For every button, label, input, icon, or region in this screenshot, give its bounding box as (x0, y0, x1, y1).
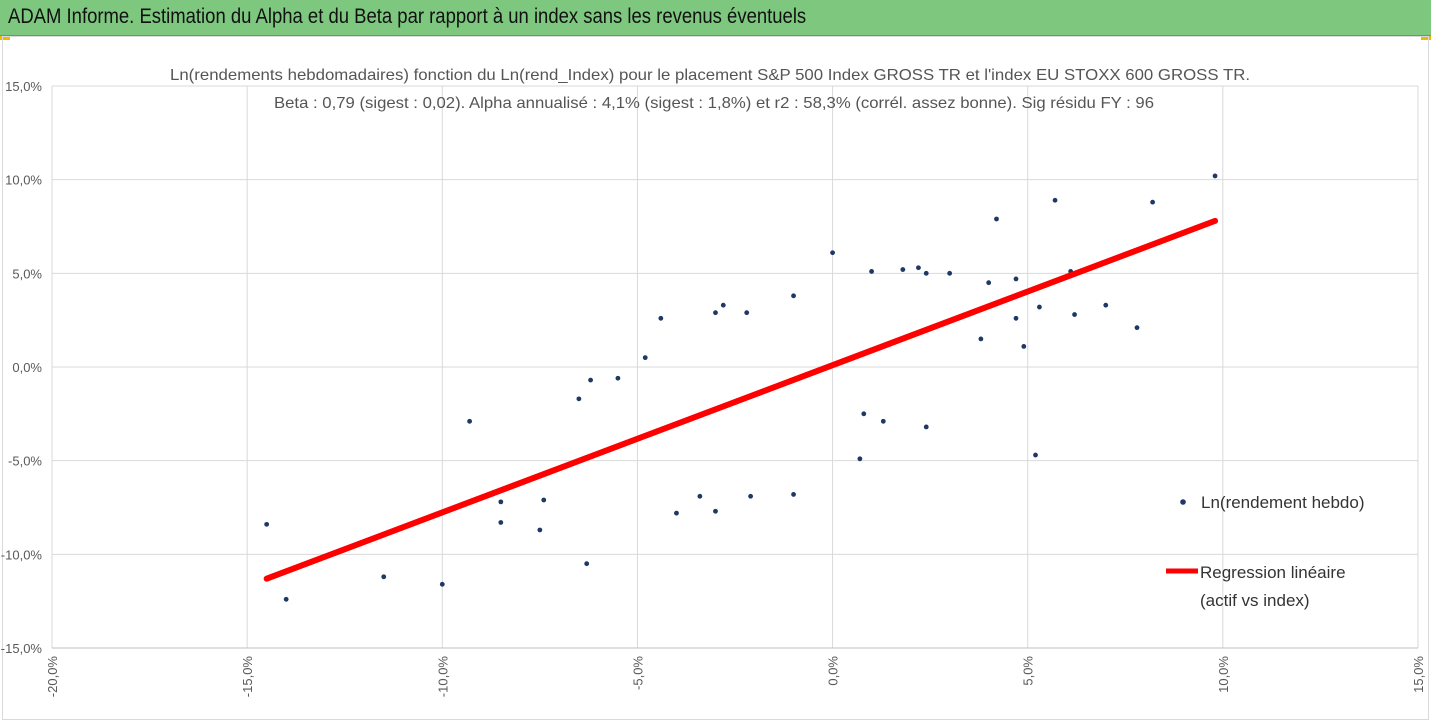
chart-title: Ln(rendements hebdomadaires) fonction du… (170, 67, 1250, 84)
data-point (283, 596, 289, 602)
data-point (857, 456, 863, 462)
x-tick-label: 0,0% (826, 656, 841, 686)
legend-label-line-2: (actif vs index) (1200, 591, 1310, 610)
data-point (1013, 276, 1019, 282)
y-tick-label: 15,0% (5, 79, 42, 94)
data-point (713, 310, 718, 316)
data-point (498, 520, 504, 525)
data-point (537, 527, 543, 533)
data-point (588, 377, 593, 383)
data-point (1212, 173, 1218, 179)
data-point (1150, 199, 1156, 205)
data-point (986, 280, 992, 286)
data-point (1013, 315, 1019, 321)
data-point (467, 418, 473, 424)
corner-mark-left (0, 36, 10, 40)
data-point (720, 302, 726, 308)
header-bar: ADAM Informe. Estimation du Alpha et du … (0, 0, 1431, 36)
legend-label-scatter: Ln(rendement hebdo) (1201, 493, 1365, 512)
gridlines (51, 85, 1419, 649)
data-point (994, 216, 999, 222)
corner-mark-right (1421, 36, 1431, 40)
report-title: ADAM Informe. Estimation du Alpha et du … (8, 5, 807, 28)
data-point (541, 497, 547, 503)
data-point (615, 375, 621, 381)
data-point (697, 493, 703, 499)
y-tick-label: 10,0% (5, 173, 42, 188)
legend-label-line: Regression linéaire (1200, 563, 1346, 582)
data-point (576, 396, 582, 402)
data-point (1052, 197, 1058, 203)
data-point (791, 491, 796, 497)
scatter-points (264, 173, 1218, 602)
y-axis-tick-labels: -15,0% -10,0% -5,0% 0,0% 5,0% 10,0% 15,0% (1, 79, 43, 656)
data-point (978, 336, 984, 342)
x-axis-tick-labels: -20,0% -15,0% -10,0% -5,0% 0,0% 5,0% 10,0% 15,0… (45, 656, 1426, 698)
y-tick-label: 5,0% (12, 266, 42, 281)
y-tick-label: 0,0% (12, 360, 42, 375)
regression-line-layer (263, 217, 1219, 582)
x-tick-label: -20,0% (45, 656, 60, 698)
data-point (830, 250, 835, 256)
data-point (1021, 343, 1027, 349)
data-point (923, 270, 929, 276)
data-point (947, 270, 953, 276)
data-point (748, 493, 754, 499)
x-tick-label: -15,0% (240, 656, 255, 698)
data-point (381, 574, 387, 580)
x-tick-label: 5,0% (1021, 656, 1036, 686)
data-point (869, 269, 874, 274)
chart-subtitle: Beta : 0,79 (sigest : 0,02). Alpha annua… (274, 95, 1154, 112)
data-point (861, 411, 867, 417)
y-tick-label: -5,0% (8, 454, 42, 469)
data-point (658, 315, 664, 321)
chart-frame (2, 36, 1429, 720)
data-point (923, 424, 929, 430)
x-tick-label: -10,0% (435, 656, 450, 698)
data-point (791, 293, 796, 299)
data-point (584, 561, 590, 567)
data-point (1103, 302, 1109, 308)
x-tick-label: 10,0% (1216, 656, 1231, 693)
data-point (916, 265, 921, 271)
data-point (744, 310, 750, 316)
legend-marker-scatter (1180, 499, 1186, 505)
data-point (439, 581, 445, 587)
data-point (1072, 312, 1077, 317)
data-point (1033, 452, 1038, 458)
data-point (1037, 304, 1042, 310)
data-point (264, 521, 270, 527)
data-point (1134, 325, 1140, 331)
data-point (498, 499, 504, 505)
data-point (674, 510, 679, 516)
data-point (713, 508, 718, 514)
regression-line (263, 217, 1219, 582)
data-point (642, 355, 648, 361)
data-point (880, 418, 886, 424)
data-point (900, 267, 906, 272)
x-tick-label: -5,0% (630, 656, 645, 690)
legend: Ln(rendement hebdo) Regression linéaire … (1166, 493, 1365, 610)
x-tick-label: 15,0% (1411, 656, 1426, 693)
y-tick-label: -15,0% (1, 641, 43, 656)
y-tick-label: -10,0% (1, 547, 43, 562)
